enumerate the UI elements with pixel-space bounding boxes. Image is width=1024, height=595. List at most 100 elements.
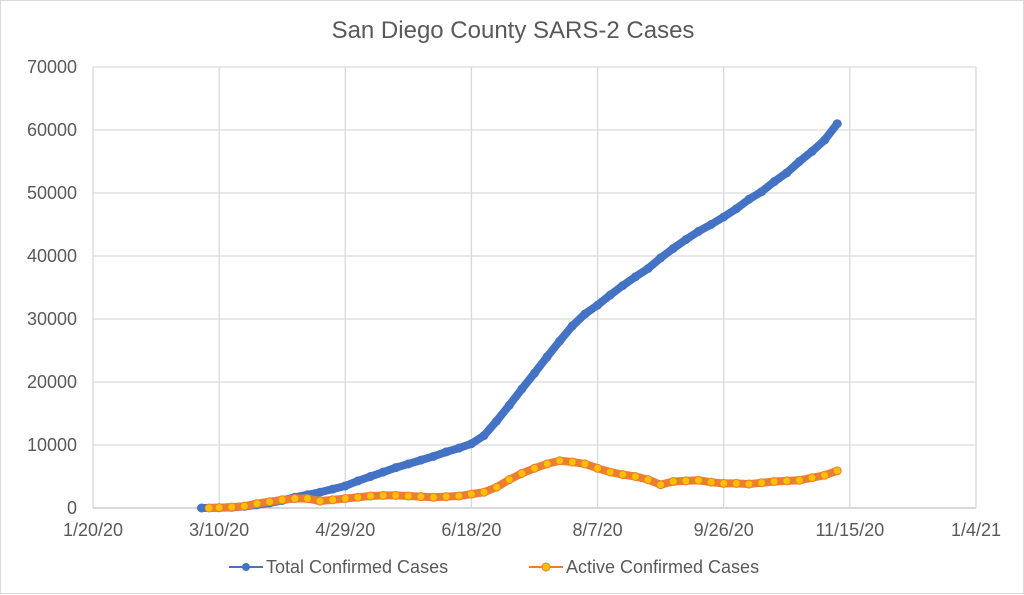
data-point (366, 472, 376, 481)
legend-active-label: Active Confirmed Cases (566, 557, 759, 577)
data-point (466, 489, 476, 499)
y-axis-ticks: 0 10000 20000 30000 40000 50000 60000 70000 (27, 57, 77, 518)
data-point (668, 243, 678, 253)
data-point (196, 503, 206, 513)
data-point (391, 463, 401, 473)
data-point (454, 491, 464, 501)
data-point (315, 496, 325, 506)
data-point (593, 300, 603, 310)
data-point (618, 470, 628, 480)
data-point (782, 476, 792, 486)
series-total (196, 119, 842, 513)
data-point (693, 475, 703, 485)
data-point (769, 177, 779, 187)
data-point (454, 443, 464, 453)
data-point (542, 459, 552, 469)
data-point (706, 220, 716, 229)
legend: Total Confirmed Cases Active Confirmed C… (229, 557, 759, 577)
data-point (681, 476, 691, 486)
data-point (605, 467, 615, 477)
data-point (517, 384, 527, 394)
x-axis-ticks: 1/20/20 3/10/20 4/29/20 6/18/20 8/7/20 9/26/2… (63, 520, 1001, 540)
series-line (197, 119, 842, 512)
x-tick-label: 11/15/20 (815, 520, 884, 540)
series-layer (196, 119, 842, 513)
data-point (429, 492, 439, 502)
data-point (239, 501, 249, 511)
data-point (504, 475, 514, 485)
data-point (656, 253, 666, 263)
data-point (832, 119, 842, 129)
data-point (214, 503, 224, 513)
y-tick-label: 60000 (27, 120, 77, 140)
data-point (479, 431, 489, 441)
data-point (580, 459, 590, 469)
data-point (530, 368, 539, 378)
data-point (794, 157, 804, 166)
data-point (366, 491, 376, 501)
data-point (378, 490, 388, 500)
legend-total-label: Total Confirmed Cases (266, 557, 448, 577)
y-tick-label: 0 (67, 498, 77, 518)
chart-title: San Diego County SARS-2 Cases (332, 17, 695, 44)
data-point (807, 146, 817, 156)
data-point (555, 336, 565, 346)
data-point (757, 187, 767, 197)
data-point (744, 479, 754, 489)
data-point (302, 494, 312, 504)
x-tick-label: 8/7/20 (573, 520, 623, 540)
data-point (315, 487, 325, 497)
data-point (643, 475, 653, 485)
data-point (290, 494, 300, 504)
data-point (643, 264, 653, 274)
y-tick-label: 20000 (27, 372, 77, 392)
x-tick-label: 6/18/20 (441, 520, 501, 540)
data-point (252, 499, 262, 509)
data-point (706, 477, 716, 487)
data-point (757, 478, 767, 488)
x-tick-label: 1/4/21 (951, 520, 1001, 540)
data-point (492, 482, 502, 492)
data-point (517, 468, 527, 478)
data-point (630, 272, 640, 282)
data-point (530, 463, 539, 473)
y-tick-label: 70000 (27, 57, 77, 77)
data-point (567, 457, 577, 467)
data-point (807, 473, 817, 483)
data-point (744, 194, 754, 204)
data-point (656, 480, 666, 490)
data-point (429, 451, 439, 461)
x-tick-label: 9/26/20 (694, 520, 754, 540)
y-tick-label: 10000 (27, 435, 77, 455)
data-point (403, 459, 413, 469)
data-point (794, 475, 804, 485)
data-point (416, 455, 426, 465)
data-point (820, 135, 830, 145)
data-point (277, 495, 287, 505)
data-point (466, 439, 476, 449)
data-point (832, 466, 842, 476)
data-point (504, 400, 514, 410)
y-tick-label: 50000 (27, 183, 77, 203)
legend-total-marker-icon (242, 563, 250, 571)
data-point (820, 470, 830, 480)
data-point (618, 281, 628, 291)
data-point (265, 497, 275, 507)
data-point (391, 490, 401, 500)
x-tick-label: 3/10/20 (189, 520, 249, 540)
data-point (328, 484, 338, 494)
data-point (769, 477, 779, 487)
data-point (340, 494, 350, 504)
data-point (668, 477, 678, 487)
data-point (605, 290, 615, 300)
data-point (731, 204, 741, 214)
x-tick-label: 1/20/20 (63, 520, 123, 540)
data-point (681, 235, 691, 245)
data-point (441, 492, 451, 502)
data-point (580, 309, 590, 319)
legend-active-marker-icon (541, 562, 551, 572)
series-active (204, 456, 842, 513)
data-point (204, 503, 214, 513)
